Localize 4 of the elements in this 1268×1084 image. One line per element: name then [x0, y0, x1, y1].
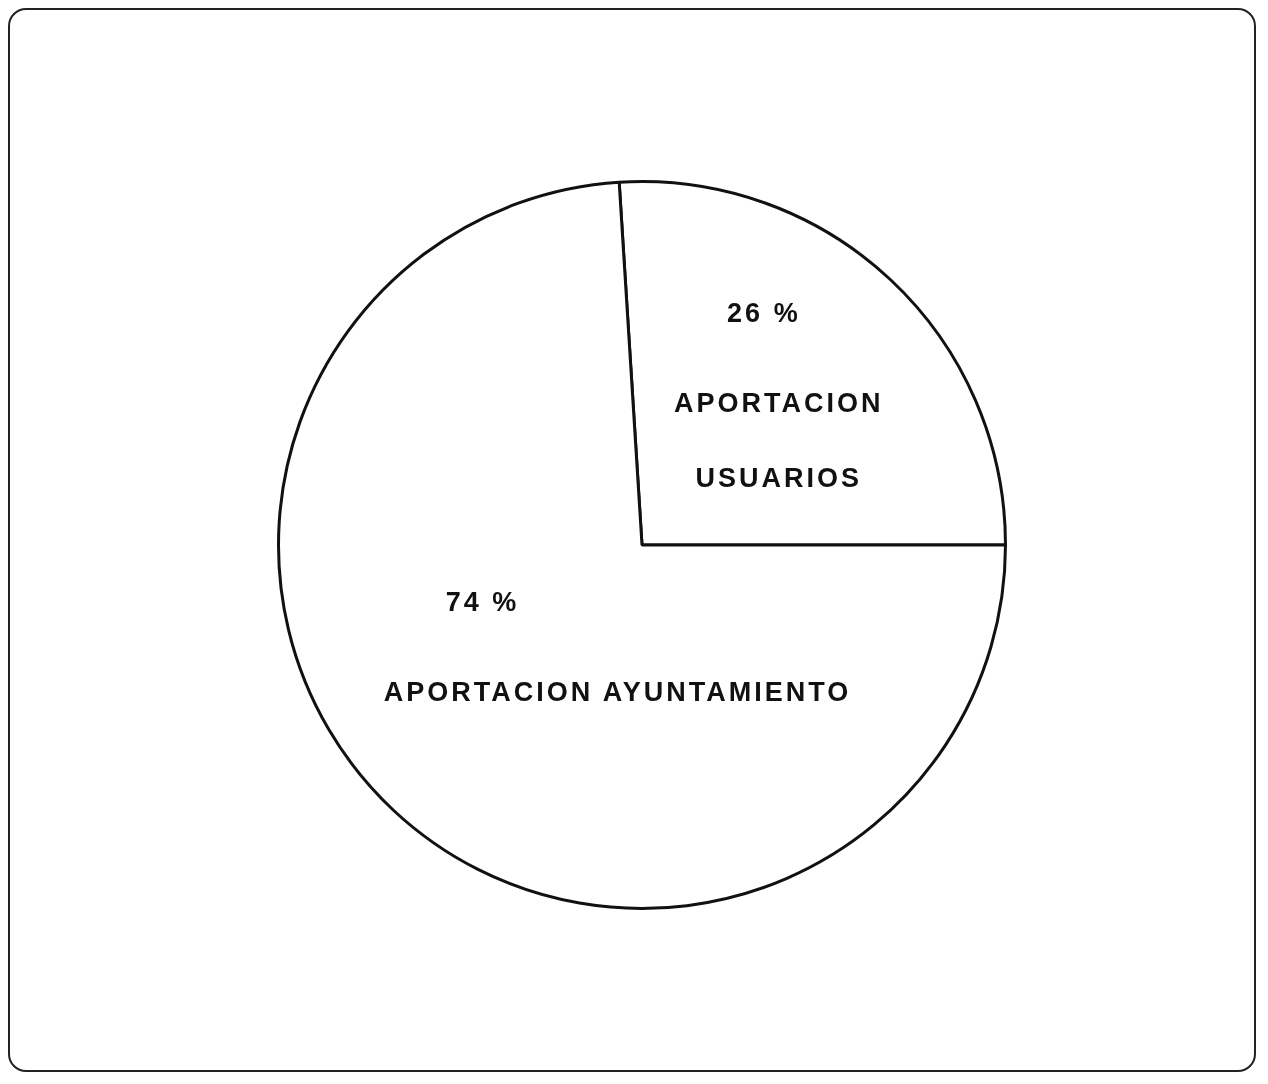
- data-label: 74 %: [445, 586, 520, 617]
- category-label: APORTACION USUARIOS: [674, 387, 884, 493]
- slice-label: APORTACION AYUNTAMIENTO: [383, 676, 852, 707]
- data-label: 26 %: [727, 297, 801, 328]
